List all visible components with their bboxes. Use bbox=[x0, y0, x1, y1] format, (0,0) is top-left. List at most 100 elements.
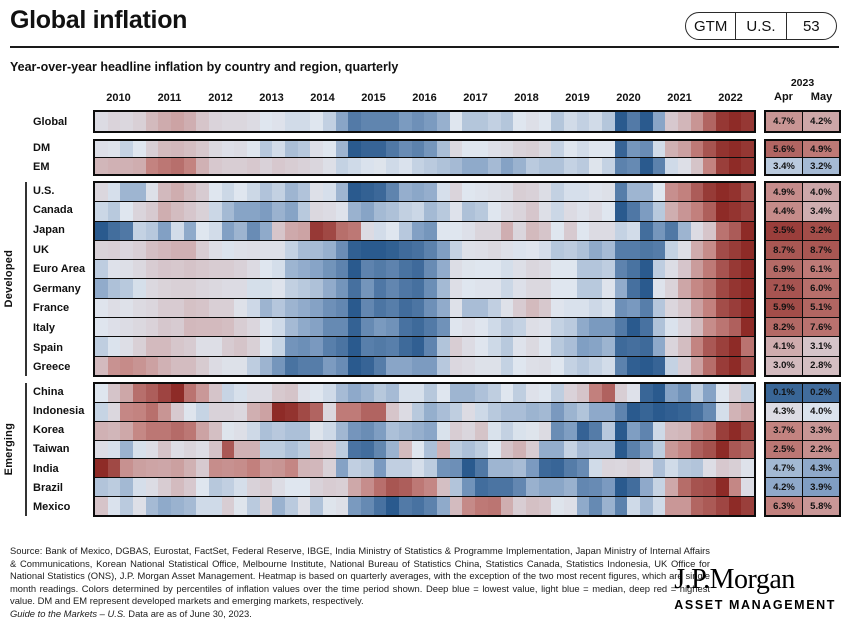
heatmap-cell bbox=[614, 337, 628, 356]
heatmap-cell bbox=[601, 158, 615, 174]
heatmap-cell bbox=[285, 497, 298, 516]
heatmap-cell bbox=[487, 459, 501, 478]
heatmap-cell bbox=[576, 497, 590, 516]
heatmap-cell bbox=[209, 240, 222, 260]
may-value-euro-area: 6.1% bbox=[802, 260, 839, 279]
heatmap-cell bbox=[601, 279, 615, 298]
heatmap-cell bbox=[424, 279, 438, 298]
heatmap-cell bbox=[361, 459, 374, 478]
heatmap-cell bbox=[259, 158, 273, 174]
value-row-taiwan: 2.5% 2.2% bbox=[766, 439, 839, 459]
heatmap-cell bbox=[741, 497, 754, 516]
heatmap-cell bbox=[335, 402, 349, 421]
heatmap-cell bbox=[361, 402, 374, 421]
heatmap-cell bbox=[462, 183, 476, 202]
heatmap-cell bbox=[361, 337, 374, 356]
heatmap-cell bbox=[437, 260, 450, 279]
heatmap-cell bbox=[703, 298, 716, 318]
heatmap-cell bbox=[95, 402, 108, 421]
heatmap-cell bbox=[411, 497, 425, 516]
heatmap-cell bbox=[158, 402, 172, 421]
heatmap-row-greece bbox=[95, 355, 754, 375]
chart-subtitle: Year-over-year headline inflation by cou… bbox=[10, 60, 399, 74]
heatmap-group-emerging: Emerging China Indonesia Korea Taiwan India Br… bbox=[0, 382, 850, 517]
heatmap-cell bbox=[513, 318, 526, 337]
heatmap-cell bbox=[462, 298, 476, 318]
heatmap-cell bbox=[272, 240, 286, 260]
heatmap-cell bbox=[247, 158, 260, 174]
heatmap-cell bbox=[133, 402, 146, 421]
heatmap-cell bbox=[297, 384, 311, 402]
heatmap-cell bbox=[247, 240, 260, 260]
heatmap-cell bbox=[449, 260, 463, 279]
heatmap-cell bbox=[297, 298, 311, 318]
may-value-japan: 3.2% bbox=[802, 221, 839, 240]
heatmap-cell bbox=[639, 221, 653, 240]
heatmap-cell bbox=[145, 497, 159, 516]
heatmap-cell bbox=[259, 298, 273, 318]
gtm-page-badge: GTM U.S. 53 bbox=[685, 12, 837, 40]
heatmap-cell bbox=[259, 141, 273, 157]
heatmap-cell bbox=[576, 279, 590, 298]
heatmap-cell bbox=[221, 158, 235, 174]
heatmap-cell bbox=[601, 141, 615, 157]
heatmap-cell bbox=[196, 158, 210, 174]
heatmap-cell bbox=[310, 402, 324, 421]
heatmap-cell bbox=[741, 298, 754, 318]
heatmap-cell bbox=[95, 221, 108, 240]
heatmap-cell bbox=[589, 384, 602, 402]
heatmap-cell bbox=[120, 240, 134, 260]
value-row-france: 5.9% 5.1% bbox=[766, 297, 839, 318]
heatmap-cell bbox=[183, 202, 197, 221]
heatmap-cell bbox=[183, 183, 197, 202]
heatmap-cell bbox=[95, 183, 108, 202]
heatmap-cell bbox=[386, 221, 400, 240]
heatmap-cell bbox=[120, 497, 134, 516]
heatmap-cell bbox=[677, 356, 691, 375]
heatmap-cell bbox=[525, 356, 539, 375]
heatmap-cell bbox=[310, 279, 324, 298]
heatmap-cell bbox=[525, 478, 539, 497]
heatmap-cell bbox=[487, 183, 501, 202]
heatmap-cell bbox=[690, 279, 704, 298]
heatmap-cell bbox=[437, 240, 450, 260]
heatmap-cell bbox=[158, 384, 172, 402]
heatmap-cell bbox=[538, 459, 552, 478]
heatmap-cell bbox=[272, 459, 286, 478]
heatmap-cell bbox=[285, 298, 298, 318]
apr-value-korea: 3.7% bbox=[766, 421, 802, 440]
row-labels: DM EM bbox=[33, 139, 91, 176]
heatmap-cell bbox=[95, 459, 108, 478]
heatmap-cell bbox=[411, 112, 425, 131]
heatmap-cell bbox=[475, 202, 488, 221]
heatmap-cell bbox=[652, 279, 666, 298]
heatmap-cell bbox=[538, 298, 552, 318]
heatmap-cell bbox=[234, 279, 248, 298]
row-label-taiwan: Taiwan bbox=[33, 443, 70, 456]
heatmap-cell bbox=[690, 240, 704, 260]
heatmap-cell bbox=[183, 459, 197, 478]
heatmap-cell bbox=[95, 202, 108, 221]
heatmap-cell bbox=[133, 279, 146, 298]
heatmap-cell bbox=[500, 402, 514, 421]
heatmap-cell bbox=[335, 260, 349, 279]
heatmap-cell bbox=[627, 240, 640, 260]
year-label-2021: 2021 bbox=[667, 92, 692, 104]
heatmap-cell bbox=[551, 337, 564, 356]
heatmap-cell bbox=[323, 158, 336, 174]
heatmap-cell bbox=[601, 440, 615, 459]
heatmap-cell bbox=[576, 459, 590, 478]
heatmap-cell bbox=[183, 402, 197, 421]
heatmap-cell bbox=[386, 318, 400, 337]
heatmap-cell bbox=[462, 221, 476, 240]
heatmap-cell bbox=[627, 183, 640, 202]
heatmap-cell bbox=[614, 402, 628, 421]
heatmap-cell bbox=[297, 318, 311, 337]
value-row-greece: 3.0% 2.8% bbox=[766, 355, 839, 375]
heatmap-cell bbox=[614, 183, 628, 202]
heatmap-cell bbox=[259, 183, 273, 202]
heatmap-cell bbox=[335, 183, 349, 202]
heatmap-cell bbox=[145, 112, 159, 131]
heatmap-cell bbox=[424, 337, 438, 356]
value-row-u-s: 4.9% 4.0% bbox=[766, 183, 839, 202]
